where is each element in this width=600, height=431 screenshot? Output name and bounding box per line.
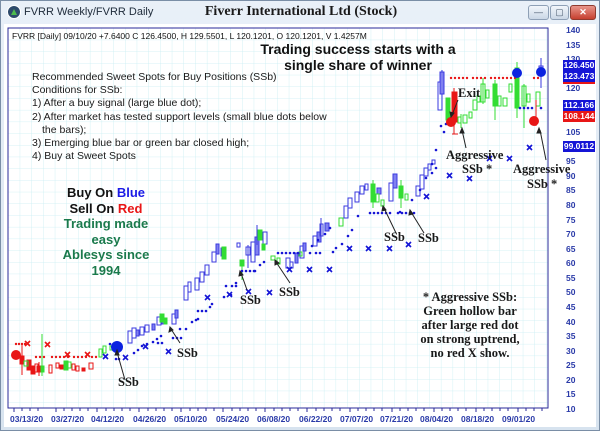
x-tick: 03/13/20 bbox=[10, 414, 44, 424]
note-line: Green hollow bar bbox=[423, 304, 517, 318]
price-tag-support: 112.166 bbox=[563, 100, 595, 111]
notes-subtitle: Conditions for SSb: bbox=[32, 84, 123, 97]
sell-word: Red bbox=[117, 200, 143, 216]
sell-signal-dot bbox=[11, 350, 21, 360]
y-tick: 45 bbox=[566, 302, 576, 312]
y-tick: 65 bbox=[566, 244, 576, 254]
x-tick: 08/18/20 bbox=[461, 414, 495, 424]
y-tick: 135 bbox=[566, 40, 581, 50]
y-tick: 70 bbox=[566, 229, 576, 239]
slogan: Buy On Blue Sell On Red Trading made eas… bbox=[56, 185, 156, 278]
window-title: FVRR Weekly/FVRR Daily bbox=[24, 6, 154, 18]
y-tick: 120 bbox=[566, 83, 581, 93]
notes-title: Recommended Sweet Spots for Buy Position… bbox=[32, 71, 277, 83]
exit-label: Exit bbox=[458, 86, 481, 100]
notes-item: the bars); bbox=[42, 123, 87, 136]
y-tick: 95 bbox=[566, 156, 576, 166]
x-tick: 07/21/20 bbox=[380, 414, 414, 424]
ssb-notes: Recommended Sweet Spots for Buy Position… bbox=[32, 71, 327, 163]
ssb-label: SSb bbox=[418, 231, 439, 245]
price-tag-level: 99.0112 bbox=[563, 141, 595, 152]
y-tick: 20 bbox=[566, 375, 576, 385]
aggressive-label: Aggressive bbox=[513, 162, 571, 176]
y-tick: 75 bbox=[566, 215, 576, 225]
sell-signal-dot bbox=[529, 116, 539, 126]
buy-signal-dot bbox=[512, 68, 522, 78]
blue-x-markers bbox=[102, 144, 533, 361]
notes-item: 1) After a buy signal (large blue dot); bbox=[32, 97, 202, 110]
y-tick: 85 bbox=[566, 185, 576, 195]
y-tick: 15 bbox=[566, 389, 576, 399]
buy-signal-dot bbox=[111, 341, 123, 353]
note-line: after large red dot bbox=[421, 318, 519, 332]
sell-signal-dot bbox=[446, 117, 456, 127]
ssb-label: SSb bbox=[177, 346, 198, 360]
quote-line: FVRR [Daily] 09/10/20 +7.6400 C 126.4500… bbox=[12, 31, 367, 41]
y-tick: 60 bbox=[566, 258, 576, 268]
price-tag-sell: 108.144 bbox=[563, 111, 595, 122]
buy-signal-dot bbox=[536, 67, 546, 77]
price-tag-resistance: 123.473 bbox=[563, 71, 595, 84]
support-dots bbox=[108, 106, 543, 361]
minimize-button[interactable]: — bbox=[528, 5, 549, 20]
y-tick: 80 bbox=[566, 200, 576, 210]
note-line: on strong uptrend, bbox=[420, 332, 520, 346]
x-axis-ticks bbox=[13, 408, 543, 412]
red-resistance-dots bbox=[14, 342, 98, 359]
maximize-button[interactable]: ▢ bbox=[550, 5, 569, 20]
x-tick: 07/07/20 bbox=[340, 414, 374, 424]
slogan-line-4: Ablesys since 1994 bbox=[62, 247, 150, 278]
notes-item: 4) Buy at Sweet Spots bbox=[32, 150, 136, 163]
notes-item: 3) Emerging blue bar or green bar closed… bbox=[32, 137, 250, 150]
y-tick: 25 bbox=[566, 360, 576, 370]
buy-on-label: Buy On bbox=[66, 185, 117, 200]
x-tick: 05/10/20 bbox=[174, 414, 208, 424]
green-candles bbox=[159, 62, 541, 325]
red-x-markers bbox=[24, 340, 91, 358]
headline-line-1: Trading success starts with a bbox=[260, 41, 456, 57]
app-logo-icon bbox=[7, 5, 21, 19]
note-line: no red X show. bbox=[430, 346, 510, 360]
plot-frame bbox=[7, 27, 549, 409]
y-tick: 30 bbox=[566, 346, 576, 356]
headline-line-2: single share of winner bbox=[284, 57, 432, 73]
headline: Trading success starts with a single sha… bbox=[258, 41, 458, 73]
x-tick: 09/01/20 bbox=[502, 414, 536, 424]
slogan-line-3: Trading made easy bbox=[63, 216, 149, 247]
ssb-label: SSb bbox=[279, 285, 300, 299]
x-tick: 04/12/20 bbox=[91, 414, 125, 424]
ssb-label: SSb bbox=[118, 375, 139, 389]
x-tick: 06/08/20 bbox=[257, 414, 291, 424]
x-tick: 08/04/20 bbox=[420, 414, 454, 424]
x-tick: 03/27/20 bbox=[51, 414, 85, 424]
aggressive-ssb-note: * Aggressive SSb: Green hollow bar after… bbox=[400, 290, 540, 360]
sell-on-label: Sell On bbox=[69, 200, 118, 216]
price-tag-last: 126.450 bbox=[563, 60, 595, 71]
y-tick: 50 bbox=[566, 287, 576, 297]
ssb-label: SSb bbox=[384, 230, 405, 244]
y-tick: 40 bbox=[566, 317, 576, 327]
close-button[interactable]: ✕ bbox=[570, 5, 596, 20]
note-line: * Aggressive SSb: bbox=[422, 290, 518, 304]
y-tick: 55 bbox=[566, 273, 576, 283]
x-tick: 04/26/20 bbox=[133, 414, 167, 424]
buy-word: Blue bbox=[116, 185, 145, 200]
grid bbox=[8, 28, 548, 408]
notes-item: 2) After market has tested support level… bbox=[32, 110, 327, 123]
y-tick: 105 bbox=[566, 127, 581, 137]
aggressive-label: Aggressive bbox=[446, 148, 504, 162]
red-resistance-top bbox=[449, 76, 540, 80]
aggressive-ssb-label: SSb * bbox=[462, 162, 493, 176]
aggressive-ssb-label: SSb * bbox=[527, 177, 558, 191]
y-tick: 10 bbox=[566, 404, 576, 414]
y-tick: 35 bbox=[566, 331, 576, 341]
ssb-label: SSb bbox=[240, 293, 261, 307]
y-tick: 90 bbox=[566, 171, 576, 181]
x-tick: 06/22/20 bbox=[299, 414, 333, 424]
y-tick: 130 bbox=[566, 54, 581, 64]
y-tick: 140 bbox=[566, 25, 581, 35]
annotation-arrows bbox=[114, 99, 547, 381]
x-tick: 05/24/20 bbox=[216, 414, 250, 424]
